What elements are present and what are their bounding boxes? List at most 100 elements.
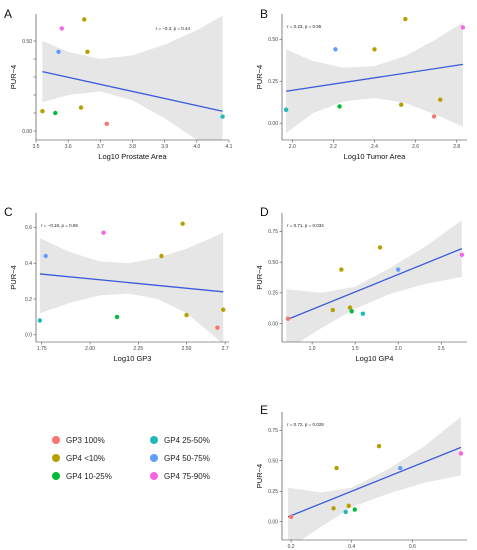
data-point-c: [43, 253, 48, 259]
x-tick-label-a: 3.9: [161, 144, 168, 150]
data-point-b: [403, 16, 408, 22]
panel-c: 1.75 2.00 2.25 2.50 2.7 0.0 0.2 0.4 0.6 r = −0.18…: [4, 205, 229, 363]
x-tick-label-d: 1.5: [352, 346, 359, 352]
stats-annotation-a: r = −0.3, p = 0.44: [156, 26, 191, 31]
x-axis-title-c: Log10 GP3: [114, 354, 152, 363]
x-tick-label-c: 2.7: [222, 346, 229, 352]
legend-label-gp4-lt10: GP4 <10%: [66, 454, 105, 463]
y-tick-label-b: 0.25: [268, 79, 278, 85]
fit-line-b: [286, 63, 463, 92]
y-tick-label-e: 0.50: [268, 459, 278, 465]
x-tick-label-a: 4.0: [193, 144, 200, 150]
fit-line-d: [286, 248, 463, 321]
data-point-c: [215, 325, 220, 330]
x-tick-label-a: 3.8: [129, 144, 136, 150]
data-point-d: [360, 311, 366, 316]
data-point-d: [339, 267, 344, 272]
legend-label-gp4-75-90: GP4 75-90%: [164, 472, 210, 481]
data-point-b: [372, 47, 377, 52]
y-tick-label-c: 0.2: [25, 297, 32, 303]
panel-b: 2.0 2.2 2.4 2.6 2.8 0.00 0.25 0.50 r = 0.23, p =…: [255, 7, 467, 161]
y-tick-label-e: 0.25: [268, 489, 278, 495]
y-tick-label-a: 0.00: [22, 129, 32, 135]
data-point-e: [458, 451, 464, 456]
x-tick-label-b: 2.0: [289, 144, 296, 150]
legend-label-gp3-100: GP3 100%: [66, 436, 105, 445]
x-tick-label-e: 0.6: [409, 544, 416, 550]
y-tick-label-d: 0.00: [268, 321, 278, 327]
data-point-c: [221, 307, 226, 312]
data-point-b: [438, 97, 443, 102]
legend-marker-gp3-100: [52, 436, 60, 444]
data-point-e: [352, 507, 357, 512]
x-tick-label-a: 4.1: [226, 144, 233, 150]
x-tick-label-b: 2.2: [330, 144, 337, 150]
confidence-band-c: [39, 232, 224, 342]
x-tick-label-c: 2.00: [85, 346, 95, 352]
x-axis-title-d: Log10 GP4: [356, 354, 394, 363]
data-point-b: [399, 102, 404, 107]
x-axis-title-a: Log10 Prostate Area: [98, 152, 167, 161]
data-point-a: [85, 49, 90, 54]
x-tick-label-b: 2.6: [412, 144, 419, 150]
data-point-e: [376, 443, 382, 449]
y-tick-label-d: 0.75: [268, 229, 278, 235]
data-point-d: [285, 316, 291, 321]
data-point-b: [333, 47, 338, 52]
data-point-c: [101, 230, 106, 235]
panel-letter-c: C: [4, 205, 13, 219]
data-point-a: [53, 110, 58, 116]
x-tick-label-a: 3.5: [33, 144, 40, 150]
legend-marker-gp4-lt10: [52, 454, 60, 462]
data-point-d: [459, 252, 465, 257]
legend-label-gp4-10-25: GP4 10-25%: [66, 472, 112, 481]
panel-letter-a: A: [4, 7, 12, 21]
stats-annotation-b: r = 0.23, p = 0.55: [287, 24, 322, 29]
legend-label-gp4-50-75: GP4 50-75%: [164, 454, 210, 463]
x-tick-label-c: 2.25: [133, 346, 143, 352]
stats-annotation-d: r = 0.71, p = 0.034: [287, 223, 324, 228]
y-axis-title-c: PUR−4: [9, 265, 18, 289]
data-point-a: [40, 109, 45, 114]
x-tick-label-d: 1.0: [309, 346, 316, 352]
confidence-band-e: [288, 416, 461, 540]
x-tick-label-c: 1.75: [37, 346, 47, 352]
confidence-band-a: [42, 15, 223, 140]
y-tick-label-b: 0.50: [268, 37, 278, 43]
y-tick-label-d: 0.50: [268, 260, 278, 266]
y-tick-label-e: 0.00: [268, 520, 278, 526]
x-tick-label-a: 3.6: [65, 144, 72, 150]
x-tick-label-d: 2.5: [438, 346, 445, 352]
legend: GP3 100% GP4 25-50% GP4 <10% GP4 50-75% …: [52, 436, 210, 481]
data-point-b: [283, 107, 289, 112]
data-point-a: [82, 17, 87, 22]
y-axis-title-b: PUR−4: [255, 65, 264, 89]
data-point-e: [398, 465, 403, 471]
y-axis-title-d: PUR−4: [255, 265, 264, 289]
x-tick-label-b: 2.4: [371, 144, 378, 150]
fit-line-a: [42, 70, 223, 112]
x-tick-label-b: 2.8: [453, 144, 460, 150]
data-point-b: [337, 104, 342, 109]
x-axis-title-b: Log10 Tumor Area: [344, 152, 407, 161]
data-point-b: [431, 114, 437, 119]
fit-line-c: [39, 273, 224, 293]
data-point-c: [159, 253, 164, 259]
stats-annotation-e: r = 0.72, p = 0.028: [287, 422, 324, 427]
data-point-b: [460, 25, 466, 30]
y-axis-title-e: PUR−4: [255, 464, 264, 488]
panel-letter-b: B: [260, 7, 268, 21]
x-tick-label-c: 2.50: [182, 346, 192, 352]
legend-label-gp4-25-50: GP4 25-50%: [164, 436, 210, 445]
data-point-d: [347, 305, 353, 310]
data-point-a: [59, 26, 64, 31]
y-tick-label-e: 0.75: [268, 428, 278, 434]
x-tick-label-d: 2.0: [395, 346, 402, 352]
confidence-band-d: [286, 220, 462, 342]
data-point-d: [395, 267, 401, 272]
panel-e: 0.2 0.4 0.6 0.00 0.25 0.50 0.75 r = 0.72, p = 0…: [255, 403, 467, 550]
x-tick-label-a: 3.7: [97, 144, 104, 150]
data-point-c: [184, 312, 189, 318]
legend-marker-gp4-75-90: [150, 472, 158, 480]
